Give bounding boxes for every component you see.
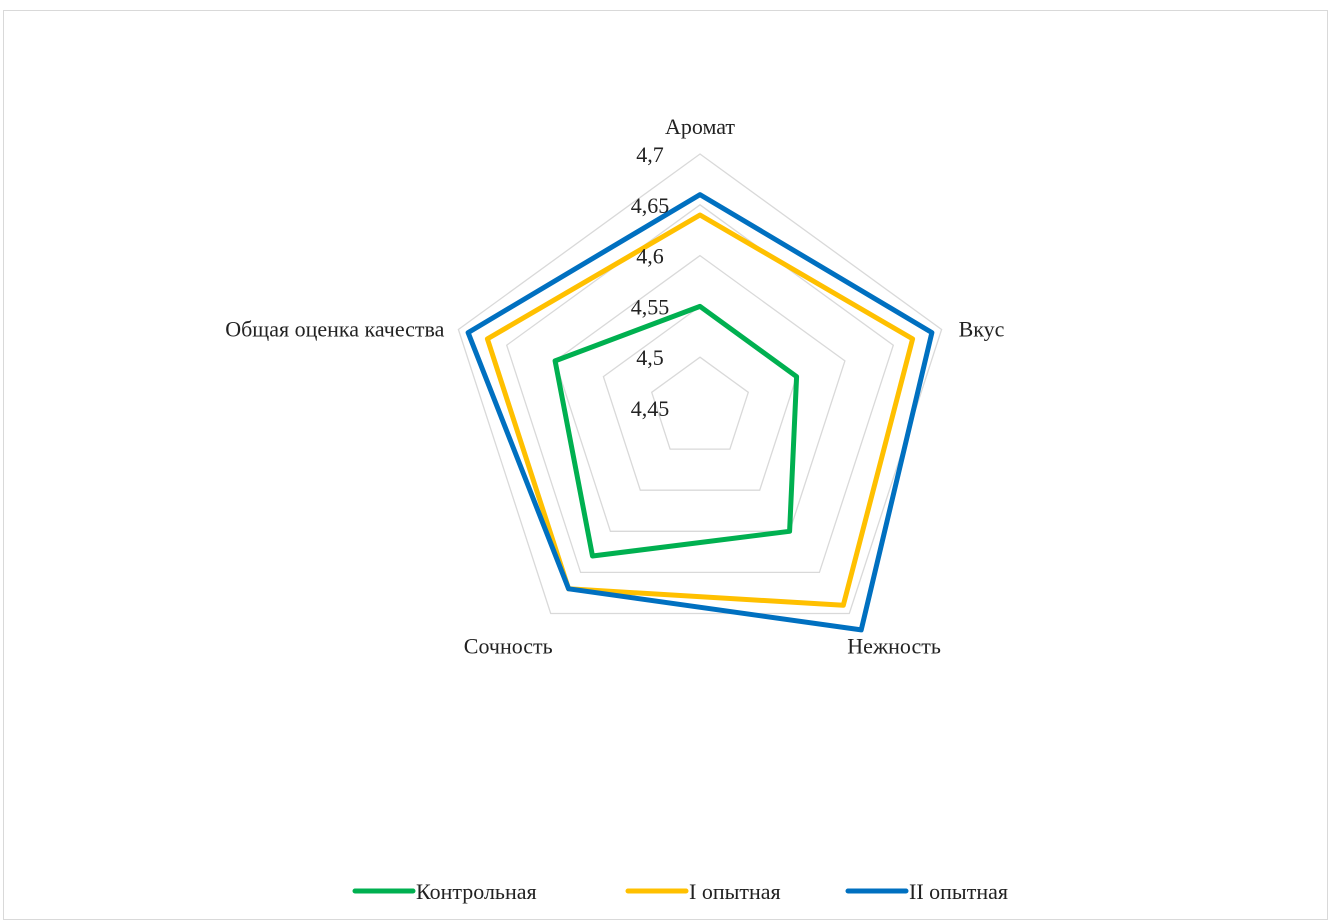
legend-label-1: I опытная xyxy=(689,879,781,904)
tick-label: 4,55 xyxy=(631,294,670,319)
series-line-2 xyxy=(465,192,935,633)
series-line-0 xyxy=(552,303,800,559)
tick-label: 4,45 xyxy=(631,396,670,421)
legend-label-2: II опытная xyxy=(909,879,1008,904)
grid-ring-5 xyxy=(457,153,943,615)
category-labels: Аромат Вкус Нежность Сочность Общая оценка к… xyxy=(225,114,1004,659)
tick-label: 4,7 xyxy=(636,142,664,167)
tick-label: 4,5 xyxy=(636,345,664,370)
category-label: Аромат xyxy=(665,114,735,139)
radial-tick-labels: 4,45 4,5 4,55 4,6 4,65 4,7 xyxy=(631,142,670,421)
tick-label: 4,65 xyxy=(631,193,670,218)
category-label: Нежность xyxy=(847,634,941,659)
tick-label: 4,6 xyxy=(636,244,664,269)
category-label: Общая оценка качества xyxy=(225,317,444,342)
legend-label-0: Контрольная xyxy=(416,879,537,904)
grid-ring-4 xyxy=(505,203,895,574)
series-line-1 xyxy=(484,212,916,608)
category-label: Сочность xyxy=(464,634,553,659)
radar-series xyxy=(465,192,935,633)
grid-ring-3 xyxy=(554,254,846,532)
grid-ring-1 xyxy=(650,356,750,450)
category-label: Вкус xyxy=(959,317,1005,342)
chart-area xyxy=(3,10,1328,920)
legend: Контрольная I опытная II опытная xyxy=(352,879,1008,904)
